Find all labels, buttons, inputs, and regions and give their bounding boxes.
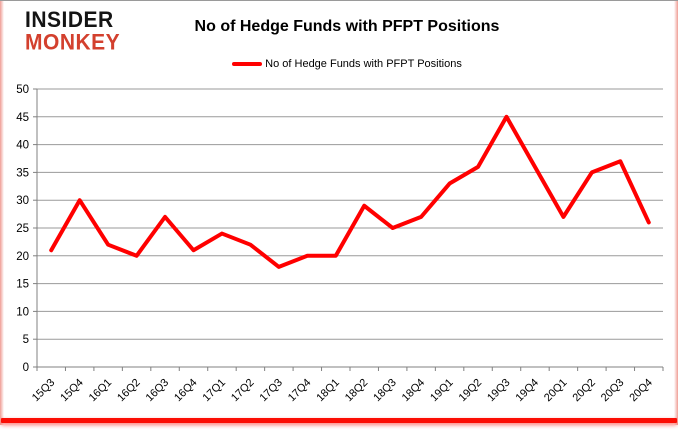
x-tick-label: 18Q3: [371, 377, 399, 405]
y-tick-label: 10: [16, 306, 29, 318]
x-tick-label: 18Q2: [343, 377, 371, 405]
x-tick-label: 19Q2: [457, 377, 485, 405]
x-tick-label: 18Q4: [400, 377, 428, 405]
x-tick-label: 20Q4: [627, 377, 655, 405]
chart-legend: No of Hedge Funds with PFPT Positions: [16, 58, 678, 70]
x-tick-label: 16Q1: [87, 377, 115, 405]
x-tick-label: 19Q4: [514, 377, 542, 405]
x-tick-label: 20Q2: [570, 377, 598, 405]
x-tick-label: 20Q1: [542, 377, 570, 405]
x-tick-label: 19Q3: [485, 377, 513, 405]
y-tick-label: 20: [16, 251, 29, 263]
x-tick-label: 17Q3: [257, 377, 285, 405]
series-line: [49, 114, 651, 269]
x-tick-label: 18Q1: [314, 377, 342, 405]
x-tick-label: 17Q4: [286, 377, 314, 405]
insider-monkey-logo: INSIDER MONKEY: [25, 9, 120, 55]
frame-bottom-red-bar: [1, 418, 677, 423]
y-tick-label: 35: [16, 167, 29, 179]
x-tick-label: 20Q3: [599, 377, 627, 405]
x-tick-label: 16Q2: [115, 377, 143, 405]
y-tick-label: 15: [16, 279, 29, 291]
y-tick-label: 40: [16, 140, 29, 152]
legend-line-swatch: [232, 62, 263, 66]
y-tick-label: 50: [16, 84, 29, 96]
x-tick-label: 17Q2: [229, 377, 257, 405]
chart-title: No of Hedge Funds with PFPT Positions: [194, 18, 500, 35]
logo-text-monkey: MONKEY: [25, 30, 121, 55]
x-tick-label: 15Q4: [58, 377, 86, 405]
legend-label: No of Hedge Funds with PFPT Positions: [265, 58, 462, 70]
x-tick-label: 16Q3: [144, 377, 172, 405]
y-tick-label: 45: [16, 112, 29, 124]
y-tick-label: 25: [16, 223, 29, 235]
y-tick-label: 5: [23, 334, 29, 346]
logo-text-insider: INSIDER: [25, 8, 114, 32]
x-tick-label: 16Q4: [172, 377, 200, 405]
x-tick-label: 17Q1: [201, 377, 229, 405]
y-tick-label: 30: [16, 195, 29, 207]
y-tick-label: 0: [23, 362, 29, 374]
x-tick-label: 15Q3: [30, 377, 58, 405]
x-tick-label: 19Q1: [428, 377, 456, 405]
